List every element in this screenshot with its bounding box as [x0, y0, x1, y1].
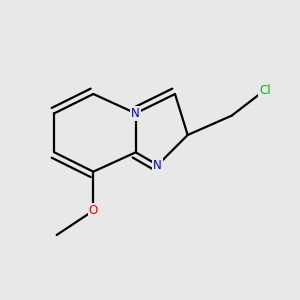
Text: N: N [153, 158, 162, 172]
Text: Cl: Cl [259, 83, 271, 97]
Text: O: O [89, 204, 98, 217]
Text: N: N [131, 107, 140, 120]
